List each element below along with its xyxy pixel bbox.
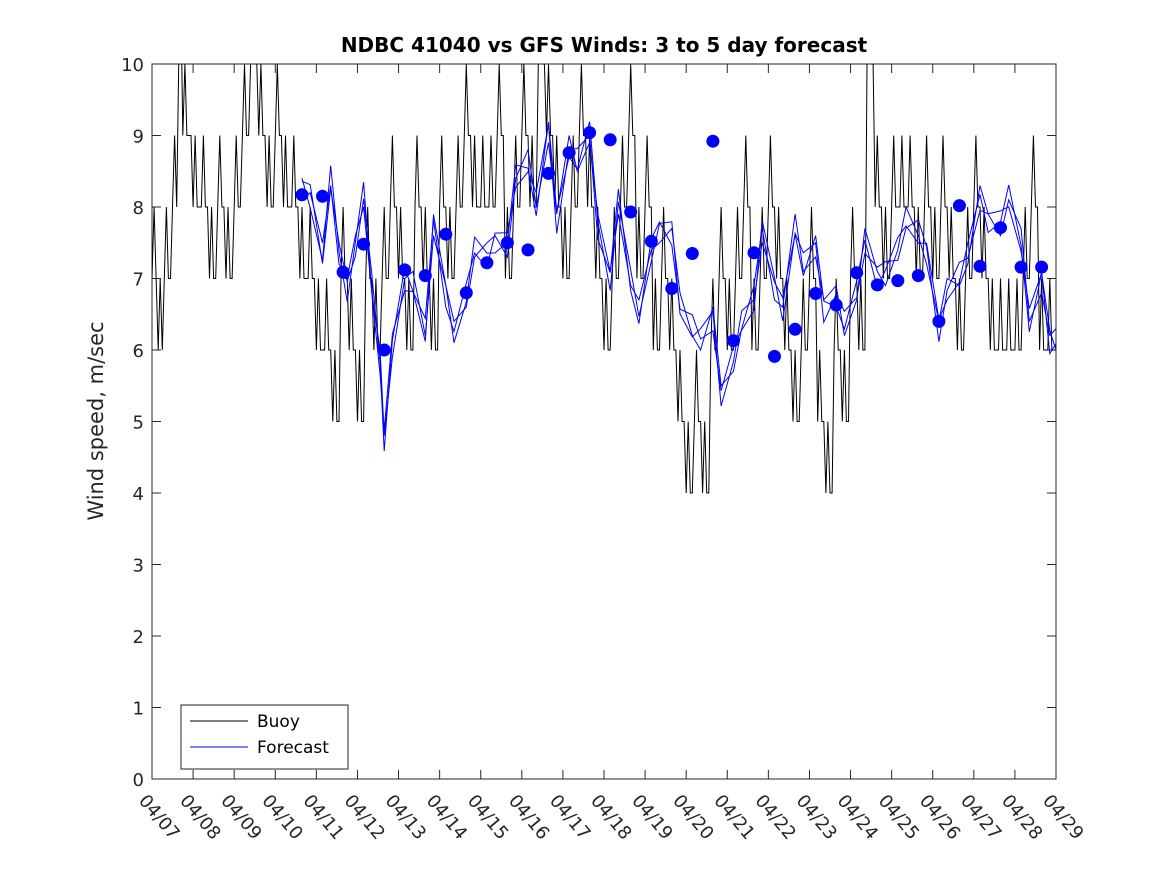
forecast-series <box>301 121 1056 452</box>
forecast-marker <box>685 247 699 260</box>
forecast-marker <box>768 349 781 363</box>
forecast-marker <box>911 269 925 283</box>
forecast-marker <box>377 343 391 357</box>
forecast-marker <box>521 243 535 257</box>
forecast-marker <box>398 263 412 277</box>
forecast-marker <box>870 278 884 292</box>
y-tick-label: 6 <box>133 341 144 362</box>
forecast-marker <box>747 246 761 260</box>
forecast-marker <box>850 266 864 280</box>
y-tick-label: 1 <box>133 699 144 720</box>
y-tick-label: 7 <box>133 270 144 291</box>
axes <box>151 63 1057 780</box>
forecast-marker <box>336 265 350 279</box>
forecast-marker <box>418 269 432 283</box>
legend: Buoy Forecast <box>180 704 349 770</box>
y-tick-label: 3 <box>133 556 144 577</box>
legend-entry-buoy: Buoy <box>257 712 300 732</box>
forecast-marker <box>583 126 597 140</box>
legend-entry-forecast: Forecast <box>257 738 329 758</box>
y-tick-label: 5 <box>133 413 144 434</box>
forecast-marker <box>809 287 823 300</box>
forecast-marker <box>295 188 309 202</box>
forecast-line-3 <box>301 121 1056 452</box>
forecast-marker <box>665 282 679 295</box>
y-tick-label: 2 <box>133 627 144 648</box>
y-tick-label: 9 <box>133 127 144 148</box>
forecast-markers <box>295 126 1049 363</box>
buoy-series <box>152 64 1056 494</box>
forecast-marker <box>952 199 966 213</box>
forecast-marker <box>829 298 843 312</box>
forecast-line-2 <box>301 124 1056 430</box>
forecast-marker <box>994 221 1007 235</box>
forecast-marker <box>542 166 555 180</box>
forecast-marker <box>316 189 329 203</box>
y-tick-label: 10 <box>121 55 144 76</box>
forecast-marker <box>788 322 802 336</box>
forecast-marker <box>891 274 905 288</box>
forecast-marker <box>644 234 658 248</box>
forecast-marker <box>357 237 371 251</box>
forecast-marker <box>500 236 514 250</box>
forecast-marker <box>726 334 740 348</box>
forecast-marker <box>624 205 638 219</box>
y-tick-label: 0 <box>133 770 144 791</box>
forecast-marker <box>562 146 576 160</box>
chart-title: NDBC 41040 vs GFS Winds: 3 to 5 day fore… <box>341 33 868 57</box>
y-tick-label: 4 <box>133 484 144 505</box>
forecast-marker <box>603 133 617 147</box>
forecast-marker <box>973 259 987 273</box>
forecast-line-1 <box>301 135 1056 436</box>
forecast-marker <box>932 314 946 328</box>
forecast-marker <box>480 256 494 270</box>
y-axis-label: Wind speed, m/sec <box>84 321 108 520</box>
y-tick-label: 8 <box>133 198 144 219</box>
forecast-marker <box>439 227 453 241</box>
forecast-marker <box>706 134 720 148</box>
buoy-line <box>152 64 1056 494</box>
forecast-marker <box>1035 260 1049 274</box>
forecast-marker <box>1014 260 1028 274</box>
forecast-marker <box>459 286 473 300</box>
